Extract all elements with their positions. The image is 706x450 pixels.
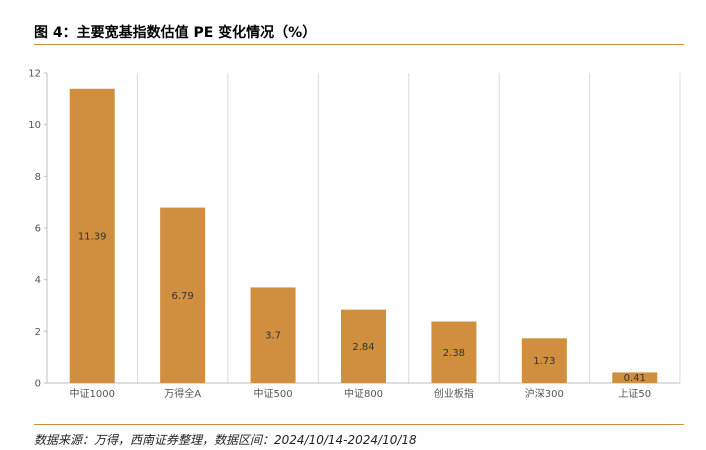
x-tick-label: 中证800 — [344, 387, 383, 400]
bar — [521, 338, 567, 383]
x-tick-label: 创业板指 — [434, 387, 474, 400]
x-tick-label: 万得全A — [164, 387, 201, 400]
y-tick-label: 10 — [28, 120, 41, 131]
bar — [69, 88, 115, 383]
x-tick-label: 中证1000 — [69, 387, 114, 400]
bar — [431, 321, 477, 383]
data-label: 6.79 — [172, 291, 194, 302]
bar — [612, 372, 658, 383]
bar-chart: 0 2 4 6 8 10 12 11.39 中证1000 6.79 万得全A 3.7 中证500 2.84… — [28, 69, 681, 400]
data-label: 1.73 — [533, 356, 555, 367]
data-label: 11.39 — [78, 231, 107, 242]
y-tick-label: 12 — [28, 69, 41, 80]
title-divider — [34, 44, 684, 45]
source-note: 数据来源：万得，西南证券整理，数据区间：2024/10/14-2024/10/1… — [34, 433, 417, 447]
y-tick-label: 0 — [35, 379, 41, 390]
y-tick-label: 6 — [35, 224, 41, 235]
x-tick-label: 中证500 — [254, 387, 293, 400]
data-label: 2.84 — [352, 342, 374, 353]
data-label: 0.41 — [624, 373, 646, 384]
source-divider — [34, 424, 684, 425]
y-tick-label: 4 — [35, 275, 41, 286]
x-tick-label: 沪深300 — [525, 387, 564, 400]
bar — [250, 287, 296, 383]
y-tick-label: 2 — [35, 327, 41, 338]
bar — [341, 309, 386, 383]
data-label: 3.7 — [265, 331, 281, 342]
y-tick-label: 8 — [35, 172, 41, 183]
x-tick-label: 上证50 — [618, 388, 651, 400]
bar — [160, 207, 206, 383]
data-label: 2.38 — [443, 348, 465, 359]
figure-title: 图 4：主要宽基指数估值 PE 变化情况（%） — [34, 25, 317, 41]
